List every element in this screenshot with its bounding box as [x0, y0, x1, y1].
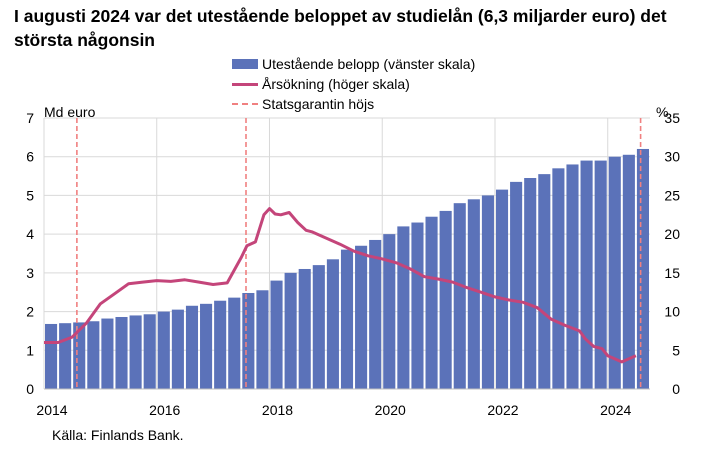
bar — [73, 322, 86, 389]
bar — [115, 316, 128, 389]
bar — [270, 280, 283, 389]
legend-swatch-line — [232, 83, 258, 86]
bar — [157, 311, 170, 389]
bar — [510, 181, 523, 389]
right-tick-label: 5 — [672, 342, 680, 358]
right-axis-unit-label: % — [656, 104, 668, 120]
left-tick-label: 5 — [26, 187, 34, 203]
x-tick-label: 2014 — [36, 402, 67, 418]
bar — [171, 309, 184, 389]
right-tick-label: 25 — [664, 187, 680, 203]
x-tick-label: 2024 — [600, 402, 631, 418]
line-series — [44, 207, 637, 364]
right-tick-label: 10 — [664, 304, 680, 320]
bar — [256, 290, 269, 389]
bar — [524, 178, 537, 389]
chart-title: I augusti 2024 var det utestående belopp… — [14, 6, 667, 50]
source-note: Källa: Finlands Bank. — [52, 427, 184, 443]
x-tick-label: 2022 — [487, 402, 518, 418]
bar — [355, 245, 368, 389]
bar — [228, 297, 241, 389]
bar — [200, 303, 213, 389]
legend: Utestående belopp (vänster skala) Årsökn… — [232, 54, 475, 114]
bar — [453, 203, 466, 389]
bar — [87, 321, 100, 389]
right-tick-label: 30 — [664, 149, 680, 165]
bar — [467, 199, 480, 389]
right-tick-label: 35 — [664, 110, 680, 126]
bar — [439, 210, 452, 389]
left-axis-unit-label: Md euro — [44, 104, 96, 120]
bar-series — [45, 148, 649, 389]
left-tick-label: 4 — [26, 226, 34, 242]
left-tick-label: 0 — [26, 381, 34, 397]
left-tick-label: 3 — [26, 265, 34, 281]
legend-item-dashed: Statsgarantin höjs — [232, 94, 475, 114]
bar — [636, 148, 649, 389]
bar — [622, 154, 635, 389]
bar — [552, 168, 565, 389]
left-tick-label: 2 — [26, 304, 34, 320]
bar — [411, 222, 424, 389]
bar — [284, 272, 297, 389]
legend-swatch-dashed — [232, 103, 258, 105]
bar — [214, 300, 227, 389]
bar — [580, 160, 593, 389]
bar — [45, 323, 58, 389]
right-tick-label: 20 — [664, 226, 680, 242]
legend-item-line: Årsökning (höger skala) — [232, 74, 475, 94]
bar — [608, 156, 621, 389]
bar — [185, 305, 199, 389]
bar — [312, 265, 325, 389]
bar — [566, 164, 579, 389]
bar — [129, 315, 142, 389]
x-tick-label: 2020 — [375, 402, 406, 418]
guarantee-lines — [76, 118, 642, 389]
bar — [369, 239, 382, 389]
bar — [298, 268, 311, 389]
bar — [143, 314, 156, 389]
right-tick-label: 0 — [672, 381, 680, 397]
legend-item-bars: Utestående belopp (vänster skala) — [232, 54, 475, 74]
bar — [326, 259, 339, 389]
bar — [383, 234, 396, 389]
annual-growth-line — [44, 207, 637, 364]
x-tick-label: 2018 — [262, 402, 293, 418]
bar — [242, 292, 255, 389]
left-tick-label: 1 — [26, 342, 34, 358]
bar — [59, 323, 72, 389]
right-tick-label: 15 — [664, 265, 680, 281]
bar — [425, 216, 438, 389]
legend-label-line: Årsökning (höger skala) — [262, 76, 410, 92]
legend-label-dashed: Statsgarantin höjs — [262, 96, 375, 112]
bar — [397, 226, 410, 389]
bar — [495, 189, 509, 389]
left-tick-label: 6 — [26, 149, 34, 165]
bar — [594, 160, 607, 389]
bar — [538, 174, 551, 389]
x-tick-label: 2016 — [149, 402, 180, 418]
bar — [101, 318, 114, 389]
bar — [340, 249, 354, 389]
bar — [481, 195, 494, 389]
legend-swatch-bars — [232, 59, 258, 69]
left-tick-label: 7 — [26, 110, 34, 126]
legend-label-bars: Utestående belopp (vänster skala) — [262, 56, 476, 72]
